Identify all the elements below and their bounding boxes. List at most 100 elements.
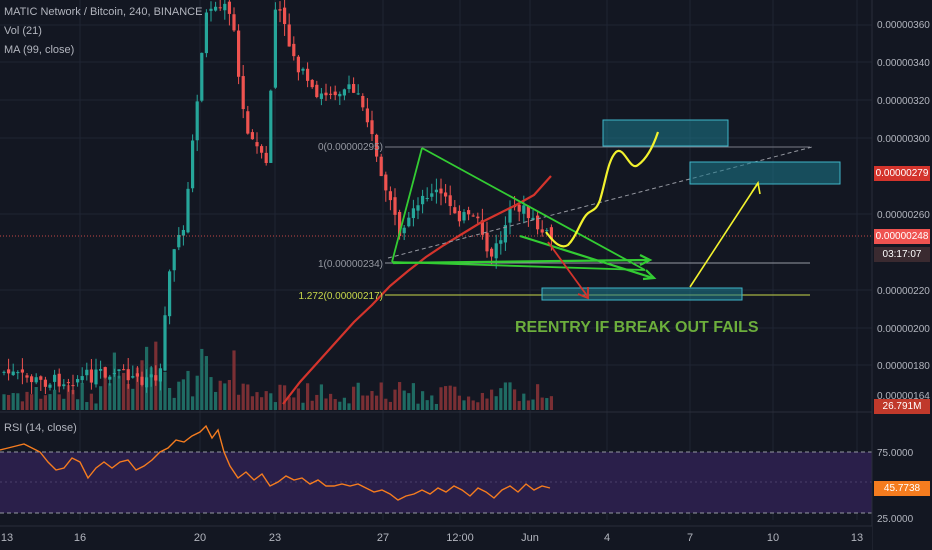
fib-level-1-label: 1(0.00000234)	[318, 259, 383, 270]
volume-bar	[30, 394, 34, 410]
yellow-arrow	[689, 180, 761, 288]
price-tick: 0.00000360	[877, 20, 930, 31]
price-axis[interactable]: 0.00000360 0.00000340 0.00000320 0.00000…	[871, 0, 932, 550]
volume-bar	[108, 383, 112, 410]
target-zone-right[interactable]	[689, 161, 841, 185]
annotation-text: REENTRY IF BREAK OUT FAILS	[515, 319, 759, 336]
candle-body	[260, 146, 264, 153]
volume-bar	[467, 396, 471, 410]
volume-bar	[499, 388, 503, 410]
candle-body	[540, 229, 544, 233]
volume-bar	[503, 382, 507, 410]
candle-body	[209, 8, 213, 11]
time-label: Jun	[521, 532, 539, 544]
volume-bar	[536, 384, 540, 410]
volume-bar	[273, 402, 277, 410]
candle-body	[526, 206, 530, 219]
candle-body	[2, 371, 6, 373]
candle-body	[370, 120, 374, 135]
candle-body	[191, 140, 195, 189]
target-price-label: 0.00000279	[874, 166, 930, 181]
volume-bar	[471, 400, 475, 410]
rsi-tick: 25.0000	[877, 514, 914, 525]
volume-bar	[480, 392, 484, 410]
volume-bar	[457, 395, 461, 410]
volume-bar	[319, 384, 323, 410]
price-tick: 0.00000164	[877, 391, 930, 402]
candle-body	[62, 384, 66, 387]
volume-bar	[85, 402, 89, 410]
target-zone-upper[interactable]	[602, 119, 729, 147]
candle-body	[324, 92, 328, 96]
candle-body	[499, 240, 503, 244]
volume-bar	[526, 400, 530, 410]
candle-body	[333, 91, 337, 96]
fib-level-1272-label: 1.272(0.00000217)	[298, 291, 383, 302]
volume-bar	[7, 394, 11, 410]
reentry-zone[interactable]	[541, 287, 743, 301]
candle-body	[131, 376, 135, 378]
candle-body	[43, 379, 47, 387]
volume-bar	[531, 399, 535, 410]
volume-bar	[324, 398, 328, 410]
candle-body	[315, 84, 319, 98]
candle-body	[264, 152, 268, 163]
volume-bar	[246, 384, 250, 410]
volume-bar	[356, 382, 360, 410]
candle-body	[223, 3, 227, 11]
volume-indicator-label[interactable]: Vol (21)	[4, 25, 42, 37]
candle-body	[522, 205, 526, 214]
volume-bar	[250, 396, 254, 410]
candle-body	[255, 142, 259, 147]
volume-bar	[126, 383, 130, 410]
candle-body	[467, 210, 471, 215]
candlesticks	[2, 0, 553, 395]
volume-bar	[425, 400, 429, 410]
volume-bar	[20, 401, 24, 410]
volume-bar	[43, 395, 47, 410]
candle-body	[379, 156, 383, 177]
candle-body	[57, 373, 61, 387]
price-tick: 0.00000300	[877, 134, 930, 145]
volume-bar	[416, 403, 420, 410]
volume-bar	[485, 398, 489, 410]
rsi-line	[0, 424, 551, 501]
candle-body	[25, 375, 29, 378]
volume-bar	[94, 403, 98, 410]
candle-body	[11, 371, 15, 376]
volume-bar	[421, 391, 425, 410]
price-tick: 0.00000180	[877, 361, 930, 372]
candle-body	[361, 95, 365, 108]
candle-body	[135, 373, 139, 377]
volume-bar	[195, 375, 199, 410]
symbol-title[interactable]: MATIC Network / Bitcoin, 240, BINANCE	[4, 6, 203, 18]
volume-bar	[71, 389, 75, 410]
volume-bar	[494, 396, 498, 410]
volume-bar	[375, 395, 379, 410]
volume-bar	[168, 387, 172, 410]
candle-body	[301, 68, 305, 71]
volume-bar	[453, 386, 457, 410]
candle-body	[34, 377, 38, 383]
candle-body	[112, 373, 116, 375]
volume-bar	[370, 391, 374, 410]
volume-bar	[241, 383, 245, 410]
volume-bar	[255, 392, 259, 410]
rsi-indicator-label[interactable]: RSI (14, close)	[4, 422, 77, 434]
volume-bar	[296, 388, 300, 410]
candle-body	[430, 193, 434, 197]
price-tick: 0.00000260	[877, 210, 930, 221]
candle-body	[278, 9, 282, 11]
volume-bar	[34, 386, 38, 410]
candle-body	[94, 369, 98, 385]
candle-body	[103, 367, 107, 378]
candle-body	[517, 204, 521, 212]
candle-body	[508, 208, 512, 223]
candle-body	[365, 108, 369, 123]
volume-bar	[434, 403, 438, 410]
time-axis[interactable]: 13 16 20 23 27 12:00 Jun 4 7 10 13	[0, 525, 872, 550]
candle-body	[448, 195, 452, 207]
volume-bar	[476, 402, 480, 410]
ma-indicator-label[interactable]: MA (99, close)	[4, 44, 75, 56]
